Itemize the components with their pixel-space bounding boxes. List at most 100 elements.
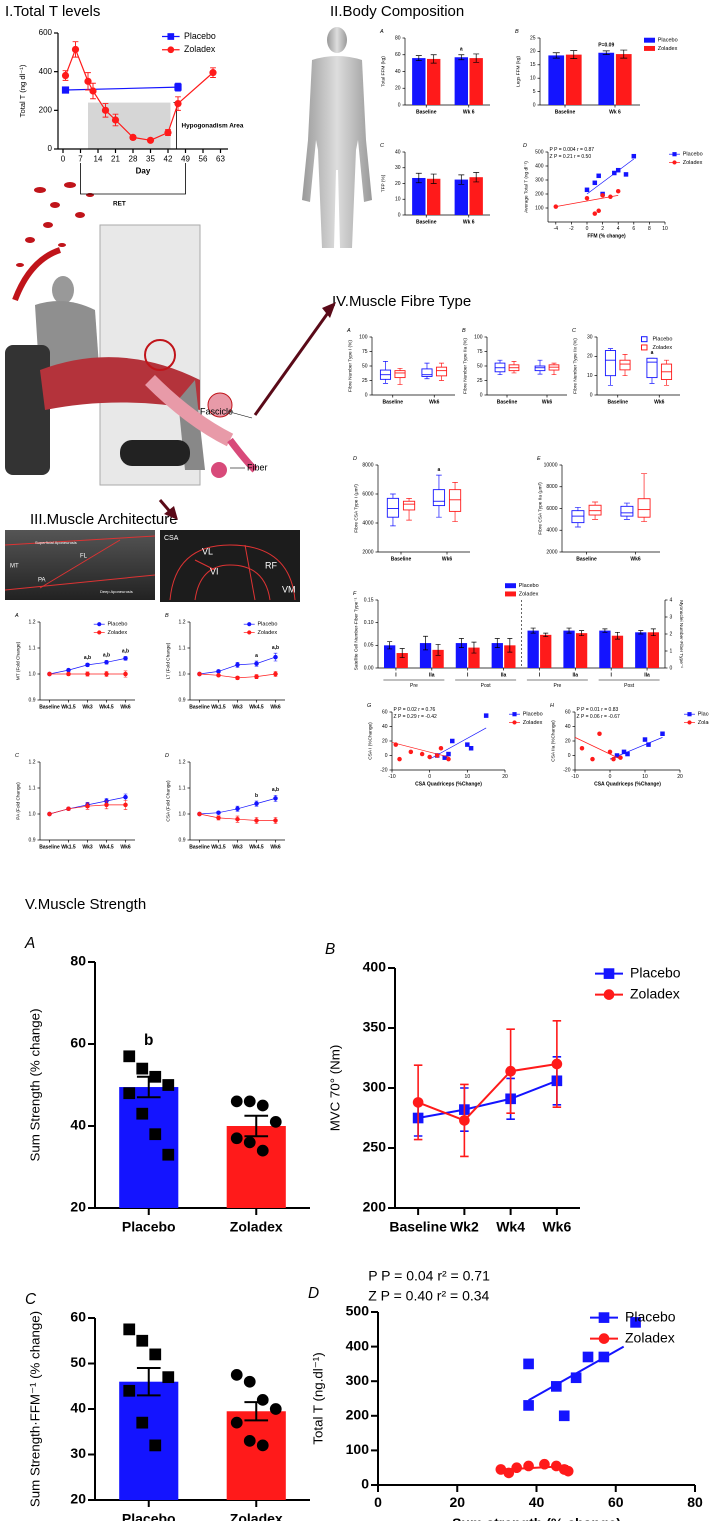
data-point [66, 671, 71, 677]
data-point [230, 1132, 243, 1145]
whisker [424, 362, 430, 380]
x-tick-label: Baseline [416, 109, 437, 115]
error-bar [614, 631, 620, 640]
y-axis-title: Fibre CSA Type I (μm²) [353, 484, 359, 533]
box [620, 505, 634, 517]
bracket [80, 163, 186, 195]
stats-text: P P = 0.04 r² = 0.71 [368, 1268, 490, 1284]
error-bar [552, 52, 560, 59]
y-tick-label: 8000 [546, 484, 557, 490]
bar [491, 643, 503, 668]
data-point [273, 671, 278, 677]
data-point [235, 662, 240, 668]
whisker [607, 348, 614, 386]
data-point [61, 71, 70, 80]
data-point [66, 806, 71, 812]
y-tick-label: 200 [363, 1199, 387, 1215]
data-point [442, 755, 447, 760]
data-point [256, 1439, 269, 1452]
data-point [123, 671, 128, 677]
data-point [123, 794, 128, 800]
whisker [551, 362, 557, 376]
y-axis-title: Legs FFM (kg) [515, 56, 521, 87]
y-tick-label: 75 [362, 349, 368, 355]
legend-marker [512, 712, 517, 717]
legend-label: Placebo [519, 583, 539, 589]
x-tick-label: 49 [181, 155, 190, 164]
data-point [618, 755, 623, 760]
x-tick-label: Wk1.5 [211, 704, 226, 710]
error-bar [458, 638, 464, 648]
y2-tick-label: 1 [670, 648, 673, 654]
data-point [511, 1462, 523, 1474]
data-point [123, 1087, 136, 1100]
x-tick-label: 20 [449, 1494, 465, 1510]
data-point [592, 180, 598, 186]
data-point [235, 675, 240, 681]
whisker [390, 493, 396, 527]
legend-marker [247, 622, 252, 627]
ultrasound-label: VM [282, 584, 296, 594]
box [604, 350, 617, 377]
data-point [89, 87, 97, 95]
x-tick-label: -4 [554, 226, 559, 232]
y-tick-label: 60 [70, 1309, 86, 1325]
bar [469, 177, 483, 215]
legend-label: Placebo [630, 964, 681, 980]
data-point [162, 1079, 175, 1091]
y2-tick-label: 0 [670, 665, 673, 671]
y-axis-title: Sum Strength·FFM⁻¹ (% change) [28, 1311, 43, 1507]
x-tick-label: 35 [146, 155, 155, 164]
series-line [65, 86, 179, 91]
panel-label: E [537, 456, 541, 462]
data-point [505, 1065, 516, 1077]
data-point [438, 746, 444, 751]
whisker [382, 361, 389, 384]
stats-text: Z P = 0.29 r = -0.42 [394, 714, 437, 720]
error-bar [415, 55, 422, 61]
fit-line [528, 1345, 625, 1402]
data-point [446, 756, 451, 762]
y-tick-label: 20 [382, 738, 388, 744]
x-tick-label: 20 [502, 774, 508, 780]
x-tick-label: Wk3 [232, 844, 243, 850]
legend-label: Placebo [625, 1308, 676, 1324]
y-tick-label: 500 [346, 1303, 370, 1319]
y-tick-label: 60 [395, 52, 401, 58]
x-tick-label: Wk1.5 [61, 844, 76, 850]
x-tick-label: Baseline [189, 704, 210, 710]
section-title: III.Muscle Architecture [30, 511, 178, 528]
data-point [254, 661, 259, 666]
box [571, 510, 585, 524]
y-tick-label: 8000 [362, 462, 373, 468]
data-point [209, 69, 217, 77]
data-point [412, 1097, 424, 1108]
illustration-label: Fiber [247, 462, 268, 472]
data-point [468, 746, 474, 751]
data-point [174, 83, 182, 91]
x-tick-label: Wk2 [450, 1218, 479, 1234]
ultrasound-label: VL [202, 546, 213, 556]
whisker [663, 359, 670, 386]
annotation: a [651, 350, 654, 356]
x-tick-label: Baseline [389, 1218, 447, 1234]
whisker [438, 362, 445, 381]
data-point [47, 671, 52, 677]
bar [635, 632, 647, 668]
y-tick-label: 4000 [362, 520, 373, 526]
fit-line [391, 742, 449, 758]
data-point [558, 1410, 570, 1422]
y-tick-label: 1.1 [29, 645, 36, 651]
data-point [596, 173, 601, 179]
bar [469, 58, 483, 105]
x-tick-label: 4 [617, 226, 620, 232]
whisker [497, 359, 503, 376]
x-tick-label: Zoladex [230, 1218, 283, 1234]
data-point [104, 671, 109, 677]
ultrasound-label: MT [10, 564, 19, 570]
y-tick-label: 10 [395, 197, 401, 203]
data-point [612, 170, 617, 176]
x-tick-label: 0 [586, 226, 589, 232]
y-axis-title: PA (Fold Change) [15, 782, 21, 820]
y-tick-label: 1.0 [179, 811, 186, 817]
